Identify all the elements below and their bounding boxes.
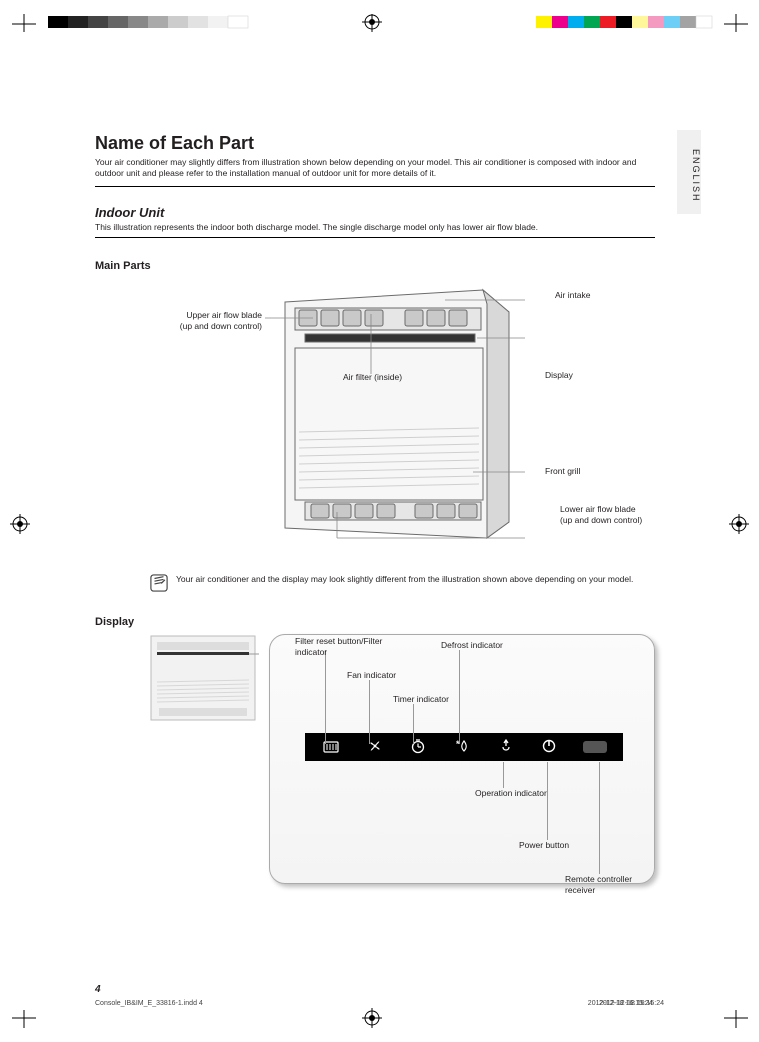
defrost-icon: * [452,737,472,758]
indoor-unit-text: This illustration represents the indoor … [95,222,655,233]
print-marks-bottom [0,1008,759,1028]
leader-line [547,762,548,840]
page-title: Name of Each Part [95,133,655,154]
divider [95,237,655,238]
timer-icon [408,737,428,758]
ac-unit-illustration [265,282,525,542]
display-heading: Display [95,616,655,628]
operation-icon [496,737,516,758]
panel-label-timer: Timer indicator [393,694,449,705]
label-air-intake: Air intake [555,290,590,301]
unit-diagram: Upper air flow blade(up and down control… [95,282,655,562]
indoor-unit-heading: Indoor Unit [95,205,655,220]
footer-filename: Console_IB&IM_E_33816-1.indd 4 2012-12-1… [95,1000,203,1007]
note-row: Your air conditioner and the display may… [150,574,655,592]
leader-line [325,650,326,744]
leader-line [413,704,414,744]
print-marks-top [0,14,759,34]
leader-line [369,680,370,744]
label-air-filter: Air filter (inside) [343,372,402,383]
divider [95,186,655,187]
intro-text: Your air conditioner may slightly differ… [95,157,655,180]
leader-line [503,762,504,788]
panel-label-power: Power button [519,840,569,851]
note-text: Your air conditioner and the display may… [176,574,633,585]
panel-label-operation: Operation indicator [475,788,547,799]
page-number: 4 [95,984,101,995]
display-strip: * [305,733,623,761]
display-panel-diagram: * Filter reset button/Filterindicator Fa… [95,634,655,904]
panel-label-fan: Fan indicator [347,670,396,681]
label-front-grill: Front grill [545,466,580,477]
footer-file: Console_IB&IM_E_33816-1.indd 4 [95,1000,203,1007]
unit-thumbnail [149,634,259,724]
main-parts-heading: Main Parts [95,260,655,272]
language-tab: ENGLISH [677,130,701,214]
panel-label-receiver: Remote controller receiver [565,874,655,895]
panel-label-defrost: Defrost indicator [441,640,503,651]
fan-icon [365,737,385,758]
footer-time-right: 2012-12-18 16:15:24 [599,1000,664,1007]
remote-receiver-slot [583,741,607,753]
power-button-icon[interactable] [539,737,559,758]
label-upper-blade: Upper air flow blade(up and down control… [167,310,262,331]
leader-line [459,650,460,744]
registration-mark-left [10,514,30,536]
filter-icon[interactable] [321,737,341,758]
page-content: Name of Each Part Your air conditioner m… [95,133,655,904]
label-lower-blade: Lower air flow blade(up and down control… [560,504,660,525]
label-display: Display [545,370,573,381]
note-icon [150,574,168,592]
panel-label-filter: Filter reset button/Filterindicator [295,636,405,657]
leader-line [599,762,600,874]
registration-mark-right [729,514,749,536]
